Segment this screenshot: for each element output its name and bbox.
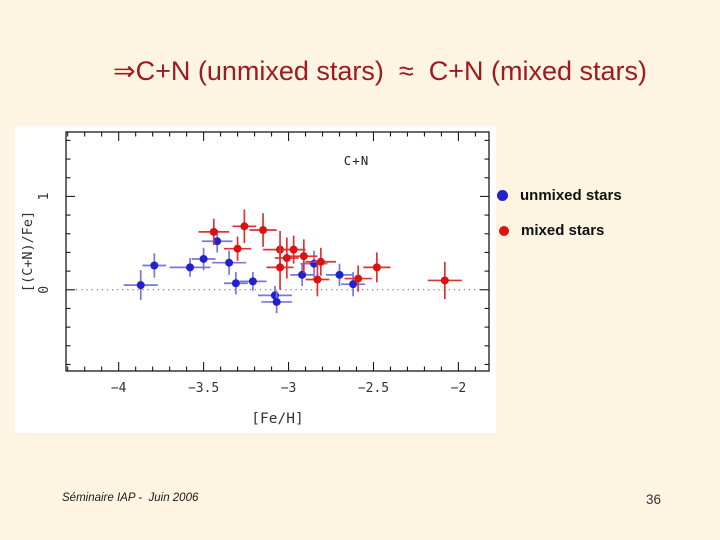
data-point bbox=[240, 222, 249, 231]
data-point bbox=[349, 280, 358, 289]
data-point bbox=[282, 254, 291, 263]
svg-text:−3: −3 bbox=[281, 381, 297, 396]
y-tick-labels: 01 bbox=[37, 193, 52, 294]
data-point bbox=[231, 279, 240, 288]
cn-scatter-svg: −4 −3.5 −3 −2.5 −201[Fe/H][(C+N)/Fe]C+N bbox=[20, 131, 490, 427]
data-point bbox=[354, 274, 363, 283]
axis-ticks bbox=[66, 132, 489, 371]
plot-annotation: C+N bbox=[344, 153, 370, 168]
data-point bbox=[372, 263, 381, 272]
data-point bbox=[299, 252, 308, 261]
legend-item-unmixed: unmixed stars bbox=[497, 187, 622, 204]
data-point bbox=[289, 245, 298, 254]
data-point bbox=[209, 227, 218, 236]
page-number: 36 bbox=[646, 492, 662, 507]
y-axis-label: [(C+N)/Fe] bbox=[20, 211, 36, 292]
data-point bbox=[276, 263, 285, 272]
data-point bbox=[225, 258, 234, 267]
legend-label-mixed: mixed stars bbox=[521, 222, 605, 239]
series-mixed-stars bbox=[198, 209, 462, 300]
blue-dot-icon bbox=[497, 190, 508, 201]
data-point bbox=[248, 277, 257, 286]
data-point bbox=[335, 270, 344, 279]
x-tick-labels: −4 −3.5 −3 −2.5 −2 bbox=[111, 381, 466, 396]
data-point bbox=[440, 276, 449, 285]
chart-legend: unmixed stars mixed stars bbox=[497, 187, 622, 239]
data-point bbox=[233, 244, 242, 253]
data-point bbox=[199, 254, 208, 263]
data-point bbox=[213, 237, 222, 246]
legend-label-unmixed: unmixed stars bbox=[520, 187, 622, 204]
footer-seminar-date: Séminaire IAP - Juin 2006 bbox=[62, 492, 199, 504]
data-point bbox=[186, 263, 195, 272]
data-point bbox=[316, 257, 325, 266]
data-point bbox=[313, 275, 322, 284]
svg-text:−2.5: −2.5 bbox=[358, 381, 389, 396]
slide-title: ⇒C+N (unmixed stars) ≈ C+N (mixed stars) bbox=[112, 56, 648, 86]
data-point bbox=[272, 297, 281, 306]
data-point bbox=[259, 226, 268, 235]
svg-text:−2: −2 bbox=[451, 381, 467, 396]
x-axis-label: [Fe/H] bbox=[251, 411, 303, 427]
legend-item-mixed: mixed stars bbox=[497, 222, 622, 239]
data-point bbox=[150, 261, 159, 270]
data-point bbox=[136, 281, 145, 290]
svg-text:−3.5: −3.5 bbox=[188, 381, 219, 396]
cn-scatter-figure: −4 −3.5 −3 −2.5 −2 0 1 [Fe/H] [(C+N)/Fe] C+N bbox=[15, 126, 496, 433]
svg-text:−4: −4 bbox=[111, 381, 127, 396]
red-dot-icon bbox=[499, 225, 509, 236]
plot-frame bbox=[65, 131, 490, 372]
svg-text:0: 0 bbox=[37, 286, 52, 294]
svg-text:1: 1 bbox=[37, 193, 52, 201]
data-point bbox=[298, 270, 307, 279]
